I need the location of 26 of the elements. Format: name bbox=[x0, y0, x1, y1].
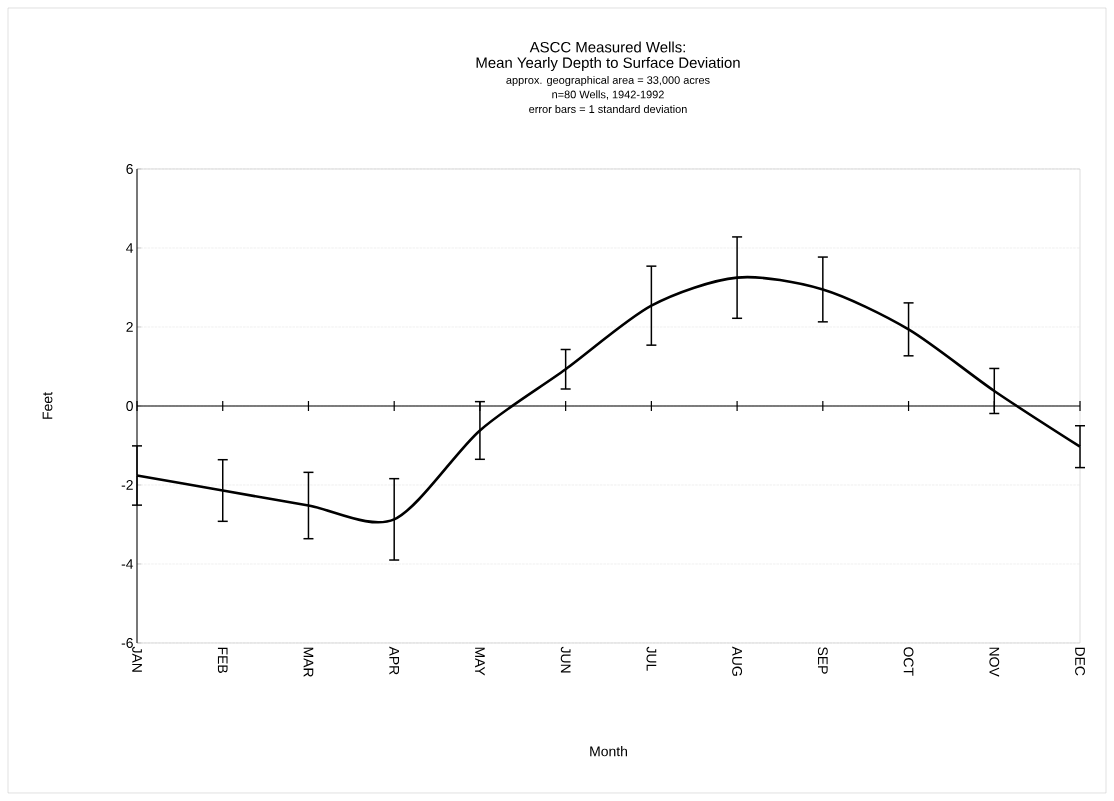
y-tick-label: 4 bbox=[126, 243, 134, 253]
y-tick-label: -6 bbox=[121, 638, 133, 648]
x-tick-label: JUL bbox=[646, 646, 657, 671]
x-tick-label: MAR bbox=[303, 647, 314, 677]
chart-title: ASCC Measured Wells: bbox=[529, 41, 685, 53]
x-tick-label: FEB bbox=[217, 647, 228, 673]
x-tick-label: AUG bbox=[732, 646, 743, 676]
x-tick-label: OCT bbox=[903, 647, 914, 676]
y-axis-title: Feet bbox=[42, 392, 53, 419]
text: error bars = 1 standard deviation bbox=[529, 104, 687, 114]
y-tick-label: 6 bbox=[126, 164, 133, 174]
y-tick-label: -2 bbox=[121, 480, 133, 490]
x-tick-label: JAN bbox=[132, 646, 142, 672]
x-tick-label: JUN bbox=[560, 646, 571, 673]
x-tick-label: MAY bbox=[475, 647, 485, 676]
y-tick-label: -4 bbox=[121, 559, 134, 569]
text: approx. geographical area = 33,000 acres bbox=[506, 75, 710, 87]
x-tick-label: SEP bbox=[817, 647, 828, 674]
x-tick-label: NOV bbox=[989, 647, 1000, 677]
y-tick-label: 2 bbox=[126, 322, 133, 332]
y-tick-label: 0 bbox=[126, 401, 133, 411]
x-tick-label: APR bbox=[389, 646, 399, 675]
x-tick-label: DEC bbox=[1075, 647, 1085, 676]
chart-subtitle: Mean Yearly Depth to Surface Deviation bbox=[476, 57, 740, 71]
text: n=80 Wells, 1942-1992 bbox=[552, 90, 664, 100]
x-axis-title: Month bbox=[590, 746, 627, 757]
